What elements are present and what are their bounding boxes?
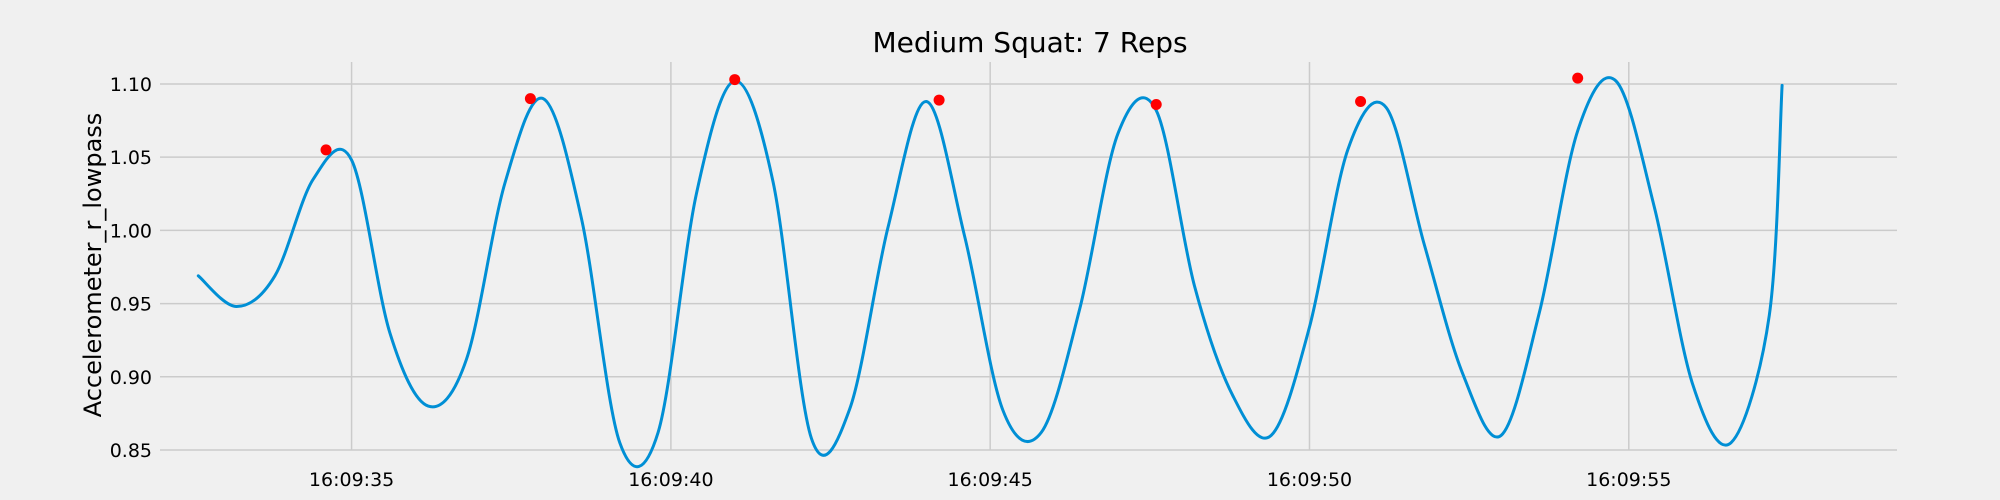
x-tick-label: 16:09:40 [628,469,713,491]
peak-marker [1572,72,1584,84]
y-tick-label: 0.95 [110,294,152,316]
series-line [196,76,1784,468]
y-tick-label: 1.10 [110,74,152,96]
peak-marker [320,144,332,156]
x-tick-label: 16:09:35 [309,469,394,491]
y-axis-label: Accelerometer_r_lowpass [79,113,107,418]
y-tick-label: 0.90 [110,367,152,389]
peak-marker [1355,96,1367,108]
x-tick-label: 16:09:55 [1586,469,1671,491]
peak-marker [933,94,945,106]
peak-marker [1150,98,1162,110]
chart-title: Medium Squat: 7 Reps [872,26,1187,59]
y-tick-label: 1.05 [110,147,152,169]
y-tick-label: 0.85 [110,440,152,462]
y-tick-label: 1.00 [110,220,152,242]
peak-marker [524,93,536,105]
peak-marker [729,74,741,86]
x-tick-label: 16:09:50 [1267,469,1352,491]
x-tick-label: 16:09:45 [948,469,1033,491]
